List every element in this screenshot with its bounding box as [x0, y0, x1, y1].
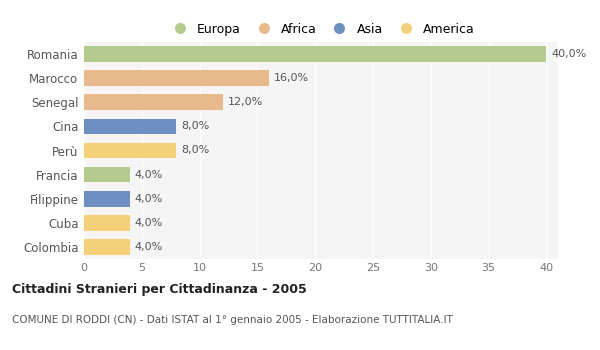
Text: 12,0%: 12,0%: [227, 97, 263, 107]
Bar: [84, 94, 223, 110]
Bar: [84, 215, 130, 231]
Legend: Europa, Africa, Asia, America: Europa, Africa, Asia, America: [164, 20, 478, 38]
Text: Cittadini Stranieri per Cittadinanza - 2005: Cittadini Stranieri per Cittadinanza - 2…: [12, 284, 307, 296]
Bar: [84, 70, 269, 86]
Bar: [84, 167, 130, 182]
Text: 4,0%: 4,0%: [135, 242, 163, 252]
Text: 4,0%: 4,0%: [135, 170, 163, 180]
Bar: [84, 46, 547, 62]
Text: 40,0%: 40,0%: [551, 49, 586, 59]
Bar: [84, 191, 130, 206]
Bar: [84, 143, 176, 158]
Text: 4,0%: 4,0%: [135, 194, 163, 204]
Text: 16,0%: 16,0%: [274, 73, 309, 83]
Bar: [84, 119, 176, 134]
Text: 4,0%: 4,0%: [135, 218, 163, 228]
Text: COMUNE DI RODDI (CN) - Dati ISTAT al 1° gennaio 2005 - Elaborazione TUTTITALIA.I: COMUNE DI RODDI (CN) - Dati ISTAT al 1° …: [12, 315, 453, 325]
Text: 8,0%: 8,0%: [181, 121, 209, 131]
Bar: [84, 239, 130, 255]
Text: 8,0%: 8,0%: [181, 146, 209, 155]
